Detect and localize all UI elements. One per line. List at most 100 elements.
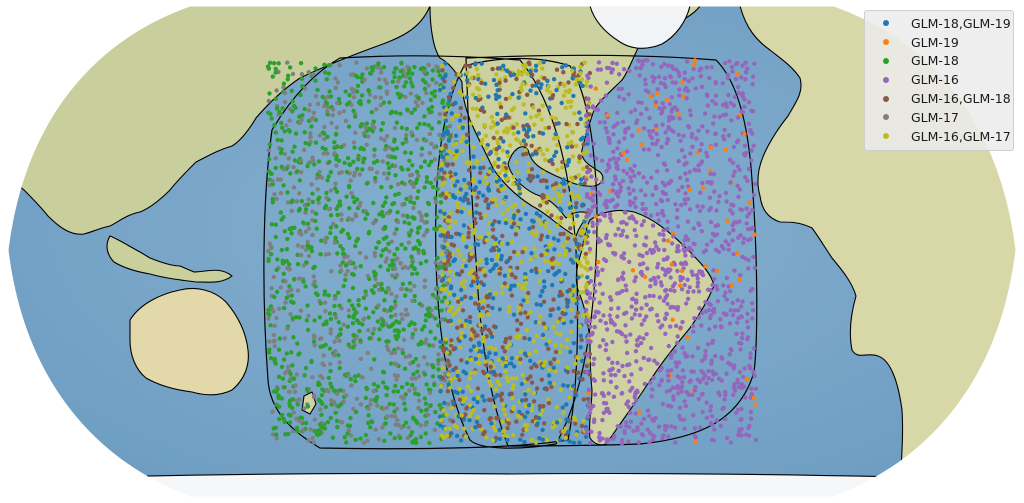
flash-point xyxy=(627,199,633,204)
flash-point xyxy=(457,318,462,323)
flash-point xyxy=(399,312,404,317)
flash-point xyxy=(306,226,312,231)
flash-point xyxy=(391,402,396,407)
flash-point xyxy=(476,340,482,346)
flash-point xyxy=(523,132,529,138)
flash-point xyxy=(348,72,354,77)
flash-point xyxy=(539,117,544,122)
flash-point xyxy=(423,80,428,85)
flash-point xyxy=(442,228,447,233)
flash-point xyxy=(663,288,668,293)
flash-point xyxy=(332,240,338,245)
flash-point xyxy=(394,146,400,151)
flash-point xyxy=(323,236,328,241)
flash-point xyxy=(517,186,522,191)
flash-point xyxy=(364,142,369,147)
flash-point xyxy=(289,208,294,213)
flash-point xyxy=(347,93,352,98)
flash-point xyxy=(452,257,458,262)
flash-point xyxy=(648,213,654,218)
flash-point xyxy=(698,190,703,195)
flash-point xyxy=(745,319,750,324)
flash-point xyxy=(526,60,532,65)
flash-point xyxy=(505,241,510,246)
flash-point xyxy=(326,71,332,76)
flash-point xyxy=(546,397,551,402)
flash-point xyxy=(323,70,328,75)
flash-point xyxy=(661,228,666,233)
flash-point xyxy=(479,141,484,146)
flash-point xyxy=(557,199,562,205)
flash-point xyxy=(403,94,408,100)
flash-point xyxy=(605,113,610,118)
flash-point xyxy=(546,400,552,406)
flash-point xyxy=(501,139,506,144)
flash-point xyxy=(298,158,303,163)
flash-point xyxy=(467,64,473,69)
flash-point xyxy=(607,138,612,143)
flash-point xyxy=(501,402,506,407)
flash-point xyxy=(345,231,351,237)
flash-point xyxy=(413,327,418,332)
flash-point xyxy=(685,219,691,224)
flash-point xyxy=(555,167,560,173)
flash-point xyxy=(723,416,728,422)
flash-point xyxy=(409,181,414,186)
flash-point xyxy=(387,249,392,254)
flash-point xyxy=(477,267,483,272)
flash-point xyxy=(394,66,399,71)
flash-point xyxy=(330,435,335,440)
flash-point xyxy=(461,284,467,290)
flash-point xyxy=(734,331,739,336)
flash-point xyxy=(639,269,644,275)
flash-point xyxy=(388,111,393,116)
flash-point xyxy=(288,171,293,176)
flash-point xyxy=(739,335,745,341)
legend-label: GLM-16,GLM-17 xyxy=(911,128,1011,144)
flash-point xyxy=(639,100,644,106)
flash-point xyxy=(316,380,321,385)
flash-point xyxy=(591,403,596,409)
flash-point xyxy=(540,332,546,338)
flash-point xyxy=(624,350,630,356)
flash-point xyxy=(375,384,381,389)
flash-point xyxy=(714,418,719,423)
flash-point xyxy=(662,247,667,253)
flash-point xyxy=(560,243,566,249)
flash-point xyxy=(749,391,754,397)
flash-point xyxy=(313,140,319,145)
flash-point xyxy=(495,379,500,384)
flash-point xyxy=(627,362,632,367)
flash-point xyxy=(512,213,517,218)
flash-point xyxy=(524,328,530,333)
flash-point xyxy=(389,314,394,319)
flash-point xyxy=(406,425,411,430)
flash-point xyxy=(566,80,571,85)
flash-point xyxy=(440,272,445,277)
flash-point xyxy=(682,426,687,431)
flash-point xyxy=(328,368,333,374)
flash-point xyxy=(699,142,704,147)
flash-point xyxy=(526,290,531,296)
flash-point xyxy=(643,243,648,248)
flash-point xyxy=(665,424,670,429)
flash-point xyxy=(495,88,500,93)
flash-point xyxy=(660,122,665,127)
flash-point xyxy=(533,83,538,88)
flash-point xyxy=(287,262,292,267)
flash-point xyxy=(269,222,274,227)
flash-point xyxy=(453,310,459,315)
flash-point xyxy=(367,336,372,341)
flash-point xyxy=(584,149,589,154)
flash-point xyxy=(298,92,303,98)
flash-point xyxy=(544,185,550,190)
flash-point xyxy=(585,73,590,78)
flash-point xyxy=(499,397,504,403)
flash-point xyxy=(277,404,282,409)
flash-point xyxy=(705,342,711,347)
flash-point xyxy=(587,410,593,416)
flash-point xyxy=(338,263,343,268)
flash-point xyxy=(584,105,590,111)
flash-point xyxy=(414,271,420,276)
flash-point xyxy=(427,314,432,319)
